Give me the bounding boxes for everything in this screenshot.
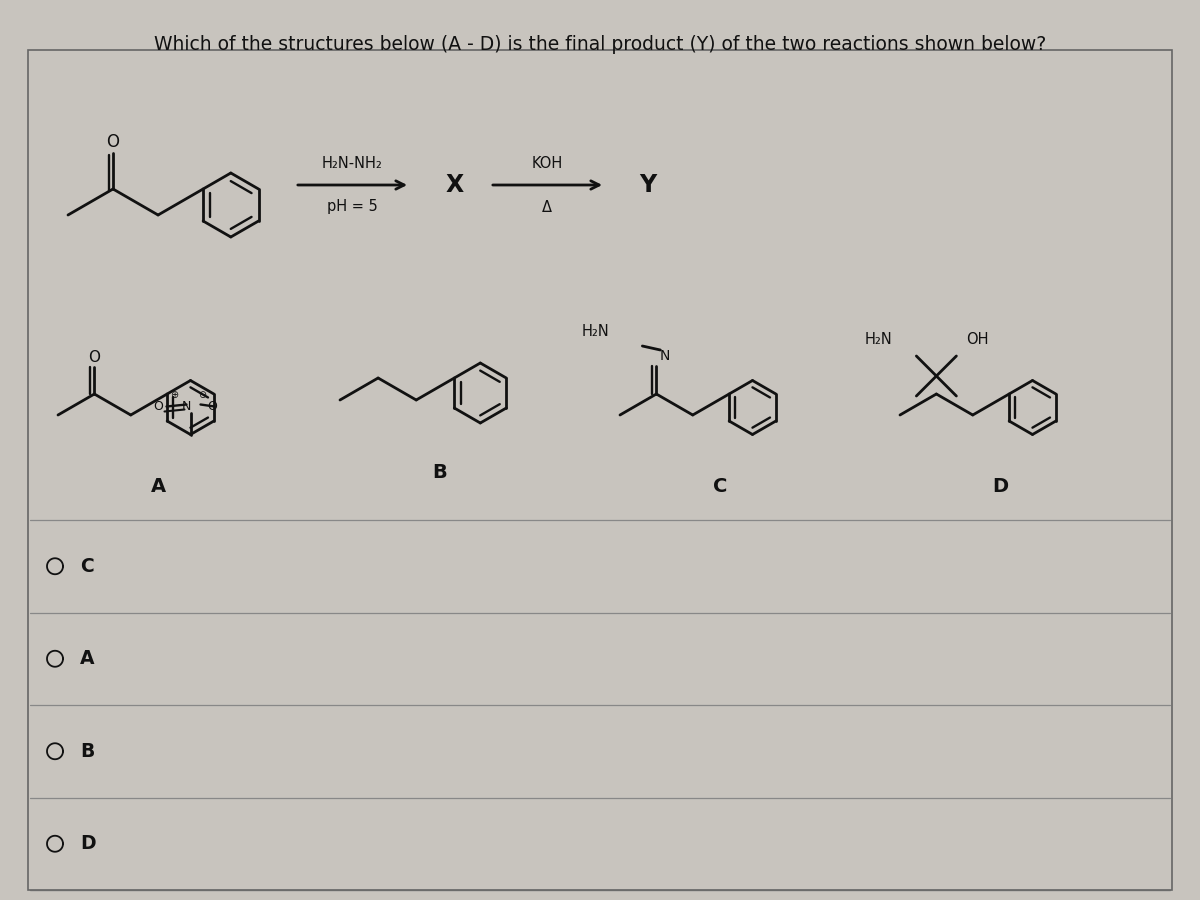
Text: KOH: KOH bbox=[532, 156, 563, 170]
Text: ⊕: ⊕ bbox=[170, 391, 179, 401]
Text: Y: Y bbox=[640, 173, 656, 197]
Text: A: A bbox=[80, 649, 95, 668]
Text: H₂N: H₂N bbox=[865, 332, 893, 347]
Text: pH = 5: pH = 5 bbox=[326, 200, 377, 214]
Text: B: B bbox=[80, 742, 95, 760]
Text: D: D bbox=[80, 834, 96, 853]
Text: N: N bbox=[659, 349, 670, 363]
Text: D: D bbox=[992, 478, 1008, 497]
Text: ⊖: ⊖ bbox=[198, 391, 206, 401]
Text: OH: OH bbox=[966, 332, 989, 347]
Text: A: A bbox=[150, 478, 166, 497]
Text: H₂N-NH₂: H₂N-NH₂ bbox=[322, 156, 383, 170]
Text: Δ: Δ bbox=[542, 200, 552, 214]
Text: H₂N: H₂N bbox=[582, 325, 610, 339]
Text: O: O bbox=[89, 349, 101, 364]
Text: X: X bbox=[446, 173, 464, 197]
Text: Which of the structures below (A - D) is the final product (Y) of the two reacti: Which of the structures below (A - D) is… bbox=[154, 35, 1046, 54]
Text: O: O bbox=[154, 400, 163, 413]
Text: O: O bbox=[107, 133, 120, 151]
Text: B: B bbox=[433, 463, 448, 482]
Text: N: N bbox=[182, 400, 191, 413]
Text: O: O bbox=[208, 400, 217, 413]
Text: C: C bbox=[80, 557, 94, 576]
Text: C: C bbox=[713, 478, 727, 497]
